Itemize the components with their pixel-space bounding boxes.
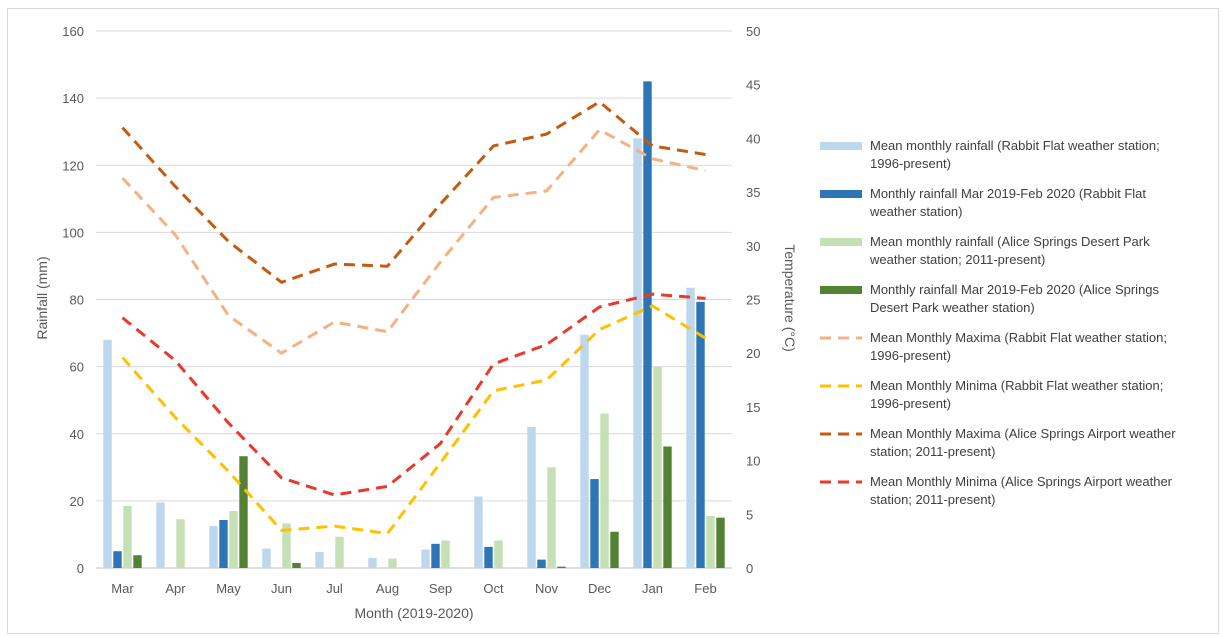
bar bbox=[474, 496, 483, 568]
line-series bbox=[121, 100, 707, 536]
x-tick-label: May bbox=[216, 581, 241, 596]
x-tick-label: Jan bbox=[642, 581, 663, 596]
chart-frame bbox=[7, 8, 1219, 634]
x-tick-label: Apr bbox=[165, 581, 186, 596]
x-tick-label: Dec bbox=[588, 581, 612, 596]
legend-label: Monthly rainfall Mar 2019-Feb 2020 (Rabb… bbox=[869, 186, 1146, 219]
bar bbox=[123, 505, 132, 568]
x-tick-label: Oct bbox=[483, 581, 504, 596]
y2-tick-label: 35 bbox=[746, 185, 760, 200]
bar bbox=[663, 446, 672, 568]
bar bbox=[176, 519, 185, 568]
legend-label: Mean Monthly Maxima (Rabbit Flat weather… bbox=[870, 330, 1167, 363]
y-tick-label: 40 bbox=[70, 427, 84, 442]
y-tick-label: 140 bbox=[62, 91, 84, 106]
y2-tick-label: 45 bbox=[746, 78, 760, 93]
y-tick-label: 60 bbox=[70, 360, 84, 375]
bar bbox=[156, 502, 165, 568]
bar bbox=[686, 287, 695, 568]
series-line bbox=[121, 304, 707, 536]
bar bbox=[537, 559, 546, 568]
bar bbox=[113, 551, 122, 568]
y2-tick-label: 30 bbox=[746, 239, 760, 254]
bar bbox=[580, 334, 589, 568]
y2-tick-label: 5 bbox=[746, 507, 753, 522]
bar bbox=[209, 526, 218, 568]
x-tick-label: Mar bbox=[111, 581, 134, 596]
legend-label: Mean Monthly Maxima (Alice Springs Airpo… bbox=[870, 426, 1176, 459]
bar bbox=[282, 523, 291, 568]
y-tick-label: 20 bbox=[70, 494, 84, 509]
legend-label: Mean Monthly Minima (Rabbit Flat weather… bbox=[870, 378, 1163, 411]
legend: Mean monthly rainfall (Rabbit Flat weath… bbox=[820, 138, 1176, 507]
bar bbox=[219, 520, 228, 568]
y-tick-label: 100 bbox=[62, 225, 84, 240]
bar bbox=[239, 456, 248, 568]
bar bbox=[431, 543, 440, 568]
y-tick-label: 0 bbox=[77, 561, 84, 576]
legend-swatch bbox=[820, 190, 862, 198]
y-axis-title: Rainfall (mm) bbox=[34, 256, 50, 339]
y-tick-label: 160 bbox=[62, 24, 84, 39]
x-tick-label: Aug bbox=[376, 581, 399, 596]
legend-label: Mean monthly rainfall (Rabbit Flat weath… bbox=[870, 138, 1160, 171]
bar bbox=[494, 540, 503, 568]
x-tick-label: Jul bbox=[326, 581, 343, 596]
legend-label: Monthly rainfall Mar 2019-Feb 2020 (Alic… bbox=[870, 282, 1160, 315]
bar bbox=[600, 413, 609, 568]
bar bbox=[368, 557, 377, 568]
legend-swatch bbox=[820, 142, 862, 150]
bar bbox=[315, 551, 324, 568]
bar bbox=[335, 536, 344, 568]
y-tick-label: 120 bbox=[62, 158, 84, 173]
bar bbox=[103, 339, 112, 568]
bar bbox=[441, 540, 450, 568]
y2-tick-label: 25 bbox=[746, 293, 760, 308]
bar bbox=[133, 555, 142, 568]
bar bbox=[643, 81, 652, 568]
y2-tick-label: 15 bbox=[746, 400, 760, 415]
bar bbox=[590, 479, 599, 568]
bar bbox=[706, 515, 715, 568]
y-tick-label: 80 bbox=[70, 293, 84, 308]
series-line bbox=[121, 292, 706, 497]
y2-tick-label: 20 bbox=[746, 346, 760, 361]
bar bbox=[633, 138, 642, 568]
series-line bbox=[121, 100, 706, 284]
legend-label: Mean Monthly Minima (Alice Springs Airpo… bbox=[870, 474, 1173, 507]
axes: 0 20 40 60 80 100 120 140 160 0 5 10 15 20 25 30 35 40 45 5… bbox=[62, 24, 760, 596]
x-axis-title: Month (2019-2020) bbox=[354, 605, 473, 621]
bar bbox=[557, 566, 566, 568]
bar bbox=[527, 427, 536, 568]
series-line bbox=[121, 128, 706, 355]
bar bbox=[653, 366, 662, 568]
x-tick-label: Sep bbox=[429, 581, 452, 596]
y2-tick-label: 40 bbox=[746, 131, 760, 146]
x-tick-label: Jun bbox=[271, 581, 292, 596]
bar bbox=[610, 531, 619, 568]
y2-axis-title: Temperature (°C) bbox=[782, 244, 798, 352]
y2-tick-label: 0 bbox=[746, 561, 753, 576]
bar bbox=[421, 549, 430, 568]
legend-label: Mean monthly rainfall (Alice Springs Des… bbox=[869, 234, 1150, 267]
bar bbox=[388, 558, 397, 568]
bar bbox=[262, 548, 271, 568]
bar bbox=[484, 546, 493, 568]
bar bbox=[716, 517, 725, 568]
bar bbox=[292, 562, 301, 568]
x-tick-label: Feb bbox=[694, 581, 716, 596]
bar bbox=[696, 301, 705, 568]
y2-tick-label: 50 bbox=[746, 24, 760, 39]
x-tick-label: Nov bbox=[535, 581, 559, 596]
y2-tick-label: 10 bbox=[746, 454, 760, 469]
legend-swatch bbox=[820, 238, 862, 246]
bar bbox=[547, 467, 556, 568]
legend-swatch bbox=[820, 286, 862, 294]
bar bbox=[229, 510, 238, 568]
bar-series bbox=[103, 81, 725, 568]
